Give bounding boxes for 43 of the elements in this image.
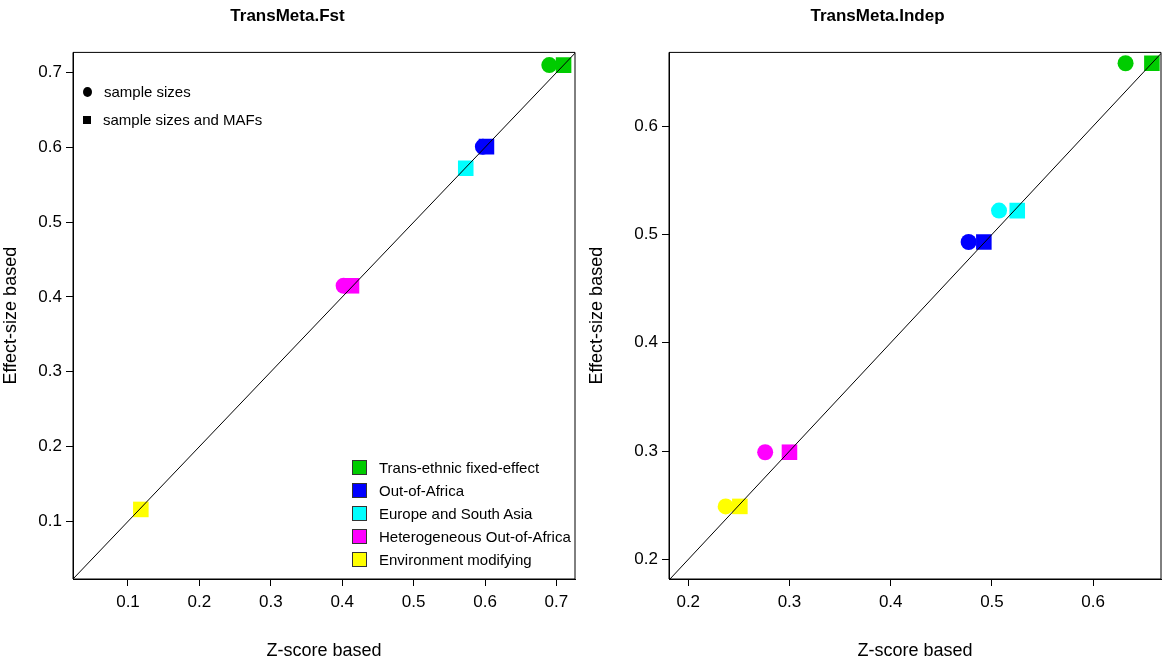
chart-title: TransMeta.Fst [230, 5, 345, 25]
annotation: sample sizes [104, 82, 191, 103]
y-tick-label: 0.2 [38, 436, 62, 456]
y-tick-label: 0.6 [38, 137, 62, 157]
x-tick-label: 0.6 [1081, 591, 1105, 611]
x-tick-label: 0.4 [330, 591, 355, 611]
x-tick-label: 0.5 [980, 591, 1004, 611]
y-tick-label: 0.1 [38, 511, 62, 531]
x-tick-label: 0.7 [544, 591, 569, 611]
x-tick-label: 0.2 [187, 591, 212, 611]
y-tick-label: 0.6 [634, 115, 658, 135]
x-tick-label: 0.2 [676, 591, 701, 611]
y-tick-label: 0.7 [38, 62, 62, 82]
y-tick-label: 0.2 [634, 549, 658, 569]
chart-title: TransMeta.Indep [810, 5, 945, 25]
y-tick-label: 0.3 [38, 361, 62, 381]
y-axis-title: Effect-size based [0, 246, 20, 385]
x-tick-label: 0.6 [473, 591, 497, 611]
x-tick-label: 0.5 [401, 591, 426, 611]
y-tick-label: 0.5 [634, 224, 658, 244]
point [960, 234, 977, 251]
point [541, 57, 558, 74]
y-tick-label: 0.4 [38, 286, 62, 306]
point [1117, 55, 1134, 72]
annotation: sample sizes and MAFs [103, 110, 263, 131]
x-axis-title: Z-score based [857, 640, 973, 661]
legend-label: Heterogeneous Out-of-Africa [379, 527, 571, 547]
x-tick-label: 0.3 [777, 591, 802, 611]
point [717, 498, 734, 515]
x-axis-title: Z-score based [266, 640, 382, 661]
point [757, 444, 774, 461]
legend-label: Environment modifying [379, 550, 532, 570]
y-axis-title: Effect-size based [585, 246, 606, 385]
x-tick-label: 0.4 [878, 591, 903, 611]
legend-label: Out-of-Africa [379, 481, 465, 501]
x-tick-label: 0.3 [258, 591, 283, 611]
y-tick-label: 0.3 [634, 440, 658, 460]
legend-label: Trans-ethnic fixed-effect [379, 458, 540, 478]
y-tick-label: 0.5 [38, 211, 62, 231]
legend-label: Europe and South Asia [379, 504, 533, 524]
x-tick-label: 0.1 [116, 591, 140, 611]
y-tick-label: 0.4 [634, 332, 658, 352]
point [991, 202, 1008, 219]
